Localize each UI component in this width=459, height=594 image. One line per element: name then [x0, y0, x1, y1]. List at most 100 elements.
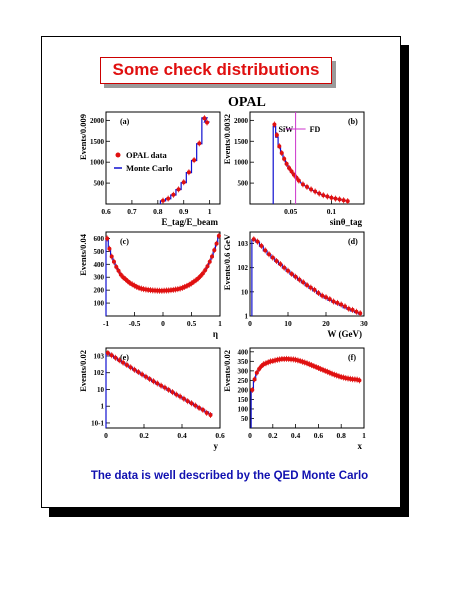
y-tick-label: 2000 — [234, 117, 249, 125]
y-tick-label: 300 — [238, 367, 249, 375]
mc-histogram — [272, 126, 349, 204]
x-tick-label: 0.8 — [337, 431, 347, 440]
data-point — [193, 403, 198, 408]
data-point — [140, 372, 145, 377]
x-tick-label: 30 — [360, 319, 368, 328]
data-point — [346, 306, 351, 311]
y-tick-label: 50 — [241, 415, 249, 423]
data-point — [181, 396, 186, 401]
data-point — [174, 392, 179, 397]
x-tick-label: 0.2 — [268, 431, 278, 440]
data-point — [305, 283, 309, 288]
data-point — [159, 383, 164, 388]
x-tick-label: -0.5 — [129, 319, 141, 328]
panel-e: 0 0.2 0.4 0.6 10-1 1 10 102 103 y Events/0.02 (e) — [78, 347, 225, 451]
y-tick-label: 250 — [238, 377, 249, 385]
data-point — [132, 367, 137, 372]
data-point — [151, 379, 156, 384]
data-point — [284, 161, 289, 166]
data-point — [297, 277, 302, 282]
data-point — [274, 258, 279, 263]
y-tick-label: 600 — [94, 235, 105, 243]
data-point — [331, 299, 336, 304]
data-point — [350, 307, 355, 312]
data-point — [155, 381, 160, 386]
data-point — [335, 300, 340, 305]
panel-label: (c) — [120, 237, 129, 246]
mc-histogram — [105, 352, 213, 428]
x-tick-label: 10 — [284, 319, 292, 328]
x-tick-label: 0.05 — [284, 207, 297, 216]
data-point — [305, 184, 309, 189]
y-tick-label: 1500 — [234, 138, 249, 146]
data-point — [109, 254, 114, 259]
panel-label: (f) — [348, 353, 356, 362]
data-point — [293, 274, 298, 279]
y-axis-label: Events/0.04 — [78, 233, 88, 276]
y-tick-label: 100 — [94, 300, 105, 308]
plot-frame — [249, 347, 365, 429]
panel-f: 0 0.2 0.4 0.6 0.8 150100150200250300350400xEv… — [222, 347, 366, 451]
y-axis-label: Events/0.02 — [222, 350, 232, 392]
data-point — [357, 378, 362, 383]
data-point — [208, 412, 213, 417]
data-point — [114, 264, 119, 269]
y-tick-label: 200 — [94, 287, 105, 295]
data-point — [324, 295, 328, 300]
data-point — [274, 133, 279, 137]
data-point — [124, 362, 129, 367]
data-point — [337, 197, 342, 202]
y-axis-label: Events/0.02 — [78, 350, 88, 392]
y-tick-label: 1000 — [90, 159, 105, 167]
x-tick-label: 1 — [208, 207, 212, 216]
x-tick-label: 0.2 — [139, 431, 149, 440]
y-tick-label: 100 — [238, 405, 249, 413]
data-point — [117, 358, 122, 363]
data-point — [204, 410, 209, 415]
y-tick-label: 102 — [94, 369, 105, 377]
opal-title: OPAL — [228, 95, 266, 110]
data-point — [121, 360, 126, 365]
data-point — [118, 272, 123, 277]
data-point — [308, 285, 313, 290]
y-tick-label: 1000 — [234, 159, 249, 167]
data-point — [343, 304, 347, 309]
data-point — [197, 141, 202, 146]
data-point — [286, 268, 290, 273]
plot-frame — [249, 111, 365, 205]
data-point — [116, 268, 121, 273]
mc-histogram — [250, 358, 361, 428]
y-tick-label: 1500 — [90, 138, 105, 146]
y-tick-label: 103 — [94, 352, 105, 360]
x-axis-label: y — [214, 441, 219, 451]
fd-label: FD — [310, 125, 321, 134]
data-point — [207, 259, 212, 264]
data-point — [313, 189, 318, 194]
data-point — [320, 293, 325, 298]
data-point — [128, 365, 133, 370]
data-point — [267, 252, 271, 257]
y-axis-label: Events/0.009 — [78, 114, 88, 160]
x-axis-label: x — [358, 441, 363, 451]
x-tick-label: -1 — [103, 319, 109, 328]
panel-label: (a) — [120, 117, 130, 126]
x-tick-label: 0.4 — [177, 431, 187, 440]
data-point — [358, 311, 363, 316]
y-axis-label: Events/0.0032 — [222, 114, 232, 164]
data-point — [279, 150, 284, 155]
x-tick-label: 0.6 — [215, 431, 225, 440]
y-tick-label: 500 — [238, 180, 249, 188]
data-point — [147, 377, 152, 382]
data-point — [166, 196, 171, 201]
data-point — [197, 405, 202, 410]
y-tick-label: 10 — [241, 288, 249, 296]
x-tick-label: 0.1 — [327, 207, 337, 216]
data-point — [259, 243, 264, 248]
y-tick-label: 400 — [94, 261, 105, 269]
slide-frame — [41, 36, 401, 508]
data-point — [205, 120, 210, 125]
data-point — [282, 156, 287, 161]
data-point — [325, 194, 330, 199]
data-point — [107, 246, 112, 251]
